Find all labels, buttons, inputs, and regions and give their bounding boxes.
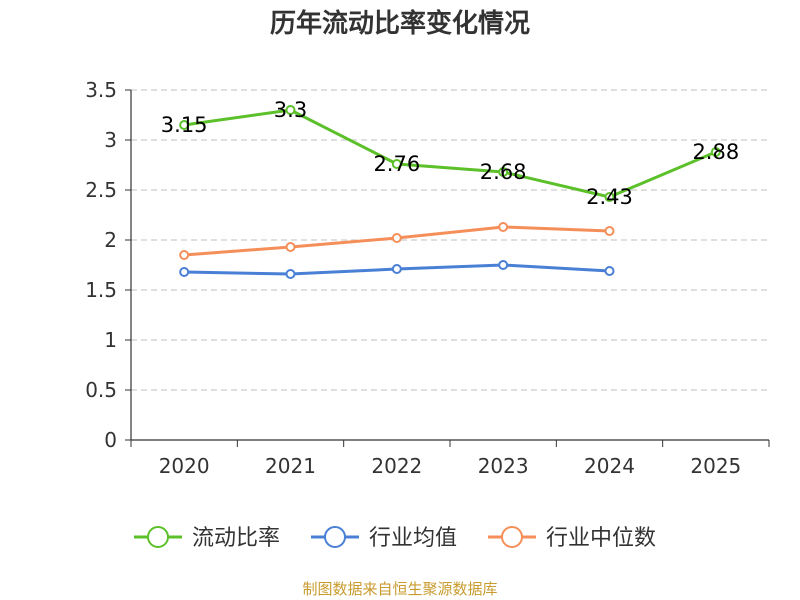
data-point[interactable] — [179, 250, 190, 260]
data-point[interactable] — [391, 233, 402, 243]
data-label: 3.3 — [274, 98, 307, 122]
data-label: 2.68 — [480, 160, 527, 184]
series-layer: 3.15 3.3 2.76 2.68 2.43 2.88 — [161, 98, 739, 279]
data-point[interactable] — [498, 260, 509, 270]
y-tick-label: 3 — [104, 128, 117, 152]
x-tick-label: 2025 — [690, 454, 741, 478]
legend-label: 行业中位数 — [546, 526, 656, 551]
data-point[interactable] — [285, 242, 296, 252]
legend-label: 流动比率 — [192, 526, 280, 551]
data-label: 3.15 — [161, 113, 208, 137]
data-point[interactable] — [604, 192, 615, 202]
x-tick-label: 2023 — [478, 454, 529, 478]
x-tick-label: 2022 — [371, 454, 422, 478]
data-point[interactable] — [391, 264, 402, 274]
y-tick-label: 2.5 — [85, 178, 117, 202]
grid-lines — [131, 89, 769, 391]
series-0: 3.15 3.3 2.76 2.68 2.43 2.88 — [161, 98, 739, 209]
axes: 0 0.5 1 1.5 2 2.5 3 3.5 2020 2021 2022 2023 2024 2025 — [85, 78, 770, 478]
legend-marker-icon — [501, 526, 523, 548]
source-note: 制图数据来自恒生聚源数据库 — [302, 580, 497, 598]
data-point[interactable] — [285, 105, 296, 115]
y-tick-label: 2 — [104, 228, 117, 252]
x-tick-label: 2020 — [159, 454, 210, 478]
data-point[interactable] — [285, 269, 296, 279]
data-point[interactable] — [604, 226, 615, 236]
data-point[interactable] — [710, 147, 721, 157]
data-label: 2.76 — [373, 152, 420, 176]
data-point[interactable] — [179, 267, 190, 277]
legend-item-1[interactable]: 行业均值 — [311, 526, 457, 551]
series-2 — [179, 222, 615, 260]
data-point[interactable] — [179, 120, 190, 130]
legend[interactable]: 流动比率 行业均值 行业中位数 — [134, 526, 656, 551]
y-tick-label: 3.5 — [85, 78, 117, 102]
data-point[interactable] — [498, 222, 509, 232]
legend-item-0[interactable]: 流动比率 — [134, 526, 280, 551]
series-1 — [179, 260, 615, 279]
y-tick-label: 1 — [104, 328, 117, 352]
chart-title: 历年流动比率变化情况 — [270, 8, 530, 39]
x-tick-label: 2024 — [584, 454, 635, 478]
y-tick-label: 1.5 — [85, 278, 117, 302]
legend-marker-icon — [324, 526, 346, 548]
data-label: 2.43 — [586, 185, 633, 209]
y-tick-label: 0.5 — [85, 378, 117, 402]
legend-item-2[interactable]: 行业中位数 — [488, 526, 656, 551]
data-point[interactable] — [604, 266, 615, 276]
legend-label: 行业均值 — [369, 526, 457, 551]
data-point[interactable] — [498, 167, 509, 177]
y-tick-label: 0 — [104, 428, 117, 452]
x-tick-label: 2021 — [265, 454, 316, 478]
legend-marker-icon — [147, 526, 169, 548]
series-line — [183, 108, 717, 199]
data-label: 2.88 — [692, 140, 739, 164]
data-point[interactable] — [391, 159, 402, 169]
